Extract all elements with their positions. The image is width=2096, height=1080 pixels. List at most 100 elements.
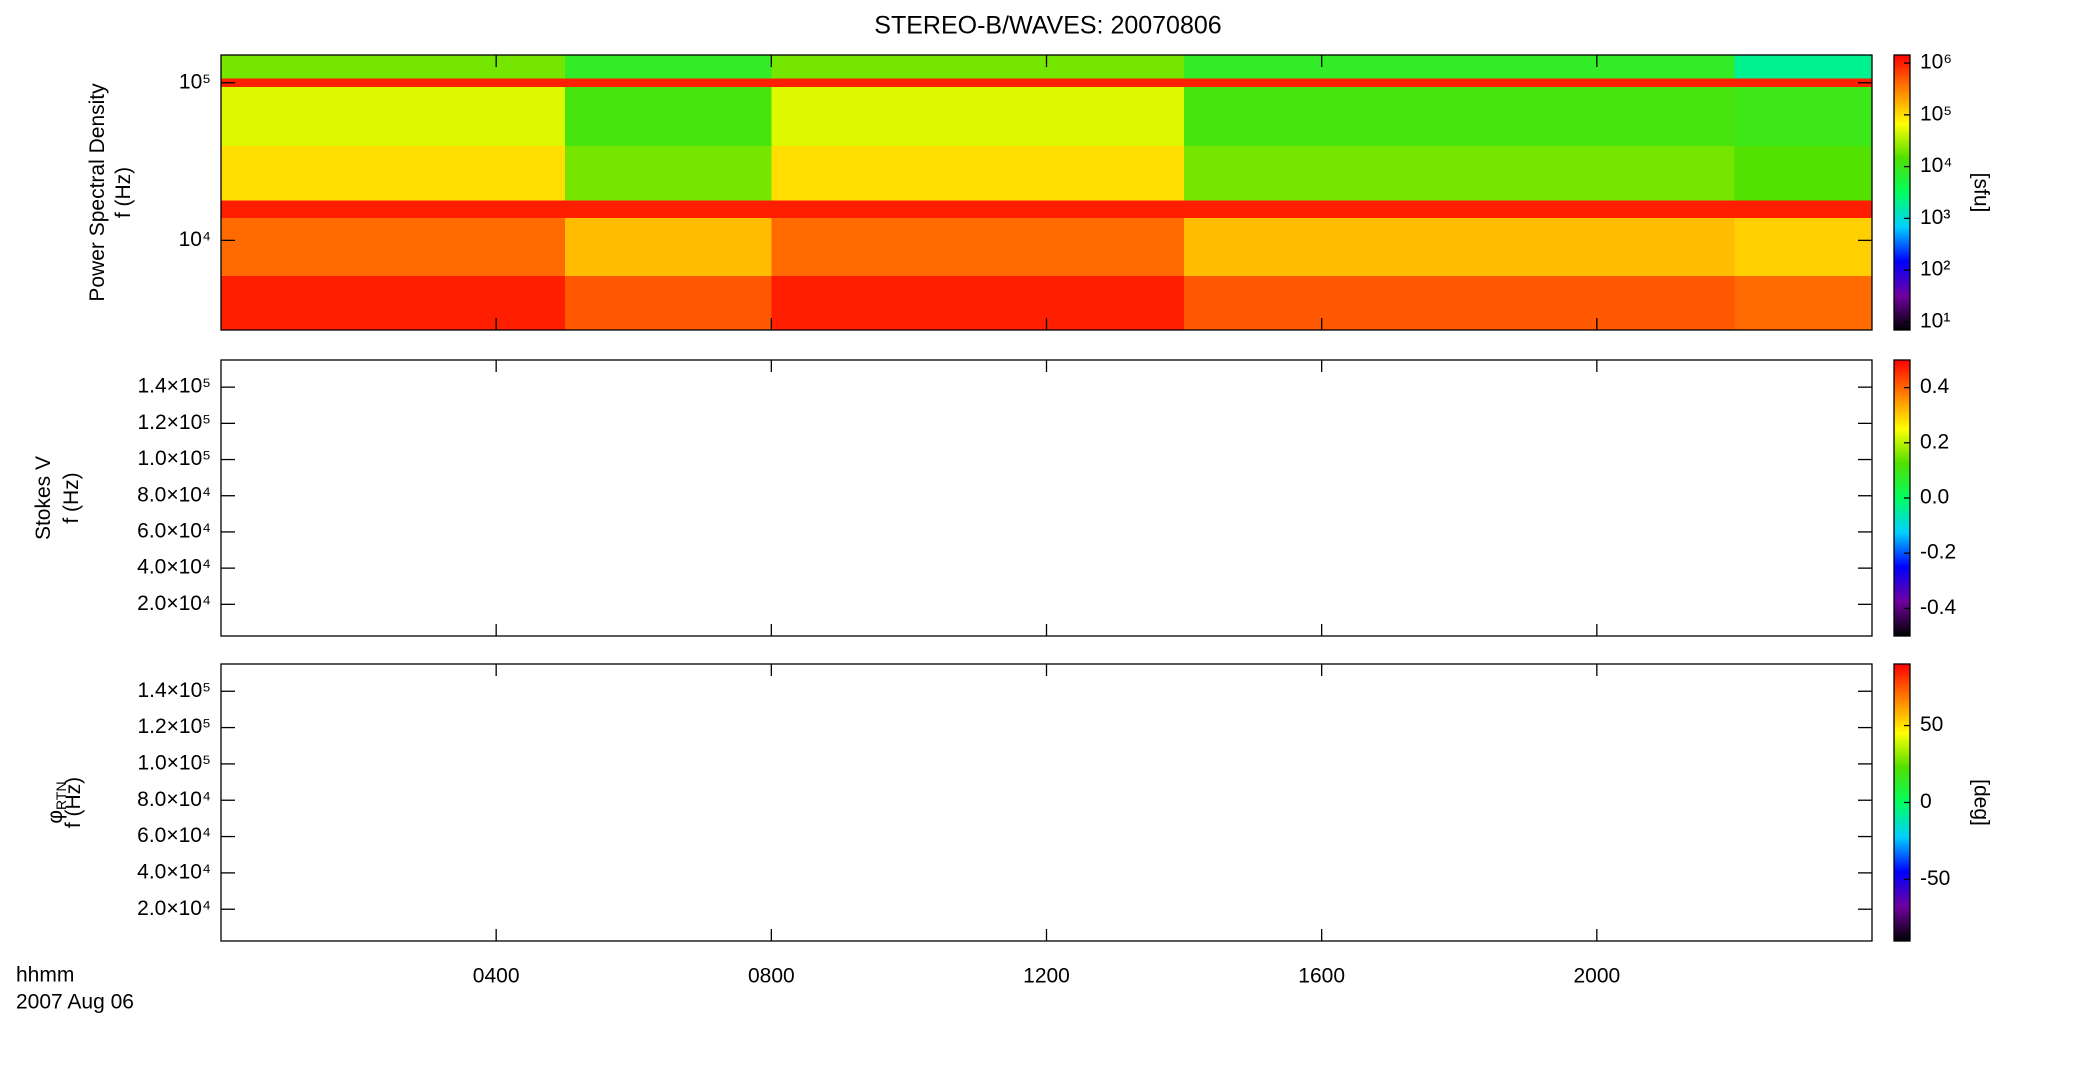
heatmap-cell (564, 55, 635, 79)
y-tick-label: 4.0×10⁴ (137, 556, 211, 579)
y-axis-label-text: φ (44, 810, 67, 824)
heatmap-cell (771, 145, 841, 201)
heatmap-cell (1459, 275, 1529, 331)
heatmap-cell (564, 275, 635, 331)
heatmap-cell (1596, 275, 1667, 331)
heatmap-cell (771, 217, 841, 276)
heatmap-cell (496, 200, 566, 218)
heatmap-cell (1115, 275, 1185, 331)
x-tick-label: 2000 (1573, 965, 1620, 988)
heatmap-cell (1596, 145, 1667, 201)
heatmap-cell (1528, 78, 1598, 87)
heatmap-cell (1252, 86, 1323, 146)
heatmap-cell (1803, 78, 1873, 87)
heatmap-cell (496, 55, 566, 79)
heatmap-cell (1459, 217, 1529, 276)
heatmap-cell (702, 78, 772, 87)
heatmap-cell (1528, 217, 1598, 276)
chart-title: STEREO-B/WAVES: 20070806 (874, 12, 1221, 40)
heatmap-cell (1046, 145, 1116, 201)
heatmap-cell (1459, 55, 1529, 79)
colorbar (1893, 54, 1911, 331)
heatmap-cell (1321, 275, 1391, 331)
y-axis-label-text: f (Hz) (62, 777, 85, 828)
heatmap-cell (1321, 86, 1391, 146)
heatmap-cell (633, 86, 704, 146)
colorbar-label: [deg] (1969, 779, 1992, 826)
heatmap-cell (1803, 55, 1873, 79)
plot-frame (220, 663, 1873, 942)
heatmap-cell (977, 86, 1047, 146)
heatmap-cell (1734, 275, 1804, 331)
heatmap-cell (702, 275, 772, 331)
heatmap-cell (564, 217, 635, 276)
heatmap-cell (1803, 145, 1873, 201)
heatmap-cell (1115, 217, 1185, 276)
heatmap-cell (1184, 86, 1254, 146)
y-tick-label: 1.2×10⁵ (137, 411, 211, 434)
heatmap-cell (427, 145, 497, 201)
heatmap-cell (1252, 55, 1323, 79)
heatmap-cell (1184, 275, 1254, 331)
heatmap-cell (771, 55, 841, 79)
heatmap-cell (289, 86, 360, 146)
heatmap-cell (1390, 200, 1460, 218)
heatmap-cell (1734, 200, 1804, 218)
colorbar-tick-label: -0.4 (1920, 596, 1957, 619)
heatmap-cell (1459, 200, 1529, 218)
y-axis-label: f (Hz) (112, 167, 135, 218)
heatmap-cell (1321, 78, 1391, 87)
heatmap-cell (289, 78, 360, 87)
heatmap-cell (221, 145, 291, 201)
heatmap-cell (1459, 78, 1529, 87)
heatmap-cell (1046, 217, 1116, 276)
heatmap-cell (221, 55, 291, 79)
heatmap-cell (977, 217, 1047, 276)
heatmap-cell (1734, 217, 1804, 276)
colorbar-tick-label: 10² (1920, 258, 1950, 281)
y-tick-label: 10⁵ (179, 70, 211, 93)
heatmap-cell (1734, 86, 1804, 146)
heatmap-cell (908, 200, 979, 218)
heatmap-cell (358, 200, 428, 218)
heatmap-cell (702, 217, 772, 276)
heatmap-cell (1184, 200, 1254, 218)
heatmap-cell (1115, 200, 1185, 218)
y-tick-label: 6.0×10⁴ (137, 824, 211, 847)
colorbar-tick-label: 0.4 (1920, 375, 1950, 398)
heatmap-cell (1665, 55, 1735, 79)
heatmap-cell (221, 200, 291, 218)
heatmap-cell (358, 217, 428, 276)
heatmap-cell (564, 86, 635, 146)
y-tick-label: 1.2×10⁵ (137, 715, 211, 738)
x-tick-label: 0800 (748, 965, 795, 988)
heatmap-cell (702, 86, 772, 146)
y-axis-label: φRTN (44, 781, 69, 823)
colorbar-tick-label: 50 (1920, 713, 1943, 736)
heatmap-cell (1115, 145, 1185, 201)
heatmap-cell (908, 217, 979, 276)
heatmap-cell (1734, 55, 1804, 79)
y-tick-label: 2.0×10⁴ (137, 897, 211, 920)
heatmap-cell (221, 217, 291, 276)
colorbar-tick-label: 10³ (1920, 206, 1950, 229)
heatmap-cell (427, 200, 497, 218)
heatmap-cell (1803, 275, 1873, 331)
heatmap-cell (1596, 78, 1667, 87)
heatmap-cell (1390, 145, 1460, 201)
colorbar-tick-label: -50 (1920, 867, 1950, 890)
heatmap-cell (1459, 145, 1529, 201)
heatmap-cell (1252, 200, 1323, 218)
heatmap-cell (977, 78, 1047, 87)
heatmap-cell (1115, 55, 1185, 79)
heatmap-cell (1528, 200, 1598, 218)
heatmap-cell (1046, 86, 1116, 146)
heatmap-cell (564, 145, 635, 201)
heatmap-cell (1665, 86, 1735, 146)
heatmap-cell (1596, 217, 1667, 276)
heatmap-cell (1528, 275, 1598, 331)
x-tick-label: 1600 (1298, 965, 1345, 988)
heatmap-cell (1528, 55, 1598, 79)
y-tick-label: 8.0×10⁴ (137, 483, 211, 506)
